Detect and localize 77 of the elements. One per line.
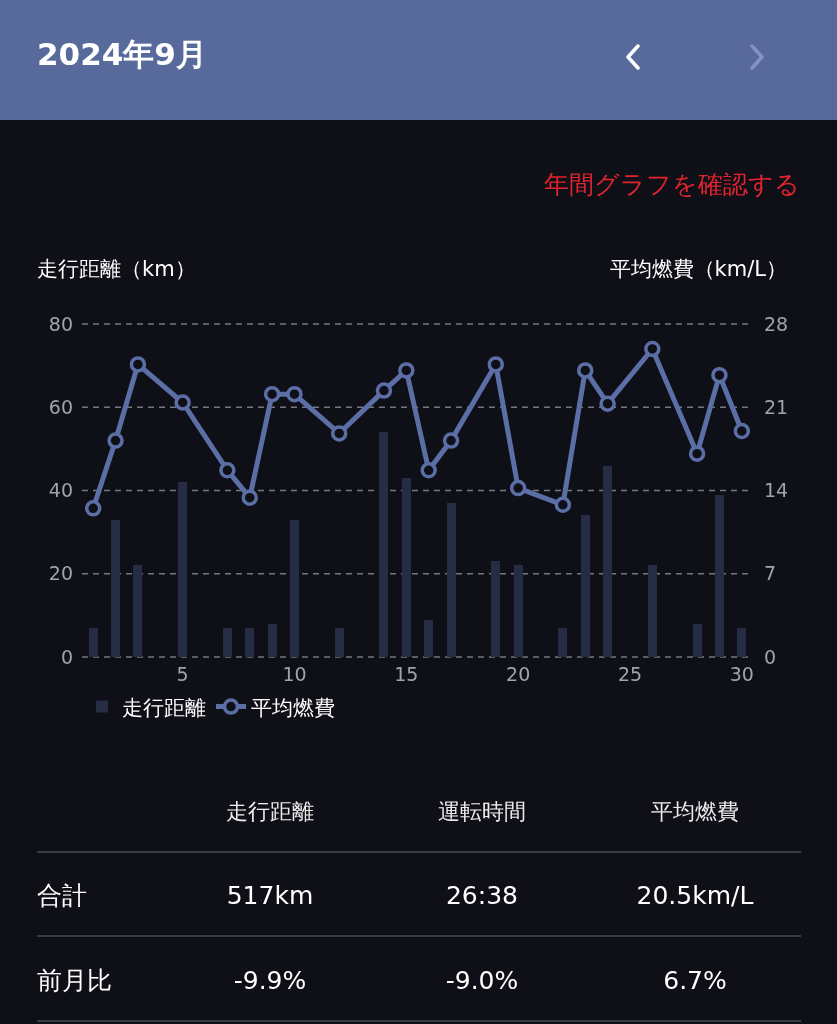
bar [334,627,344,657]
y2-axis-title: 平均燃費（km/L） [609,256,787,283]
legend-label: 平均燃費 [251,695,335,720]
bar [133,565,143,657]
point [398,362,415,379]
point [442,432,460,449]
bar [222,627,232,657]
point [644,340,661,358]
y-tick-label: 20 [48,562,73,585]
bar [88,627,98,657]
point [241,489,258,506]
point [577,362,594,379]
point [509,479,527,497]
y2-tick-label: 21 [764,395,789,418]
x-tick-label: 5 [176,663,189,685]
category-label: 合計 [37,881,87,910]
point [375,382,393,399]
bar [603,465,613,657]
point [174,394,191,411]
text: 20.5km/L [636,881,754,910]
category-label: 平均燃費 [650,798,740,826]
y-axis-title: 走行距離（km） [37,256,196,283]
point [420,462,437,479]
x-tick-label: 25 [617,663,643,685]
bar [491,561,501,657]
text: 517km [226,881,314,910]
text: 6.7% [663,966,727,995]
category-label: 走行距離 [225,798,315,826]
bar [424,619,434,657]
point [263,385,281,403]
point [554,496,572,514]
text: 26:38 [445,881,519,910]
bar [379,432,389,657]
y-tick-label: 80 [48,312,73,335]
y2-tick-label: 7 [764,562,777,585]
bar [513,565,523,657]
x-tick-label: 10 [282,663,307,685]
bar [111,519,121,657]
bar [692,623,702,657]
point [219,462,236,479]
y2-tick-label: 0 [764,645,777,668]
bar [558,627,568,657]
y-tick-label: 40 [48,479,73,502]
bar [714,494,724,657]
point [286,385,303,403]
y-tick-label: 60 [48,395,73,418]
text: -9.0% [445,966,519,995]
bar [401,478,411,657]
bar [290,519,299,657]
bar [446,502,456,657]
bar [245,627,255,657]
bar [267,623,277,657]
point [487,356,505,373]
x-tick-label: 15 [394,663,419,685]
text: -9.9% [233,966,307,995]
category-label: 前月比 [37,966,112,995]
bar [580,515,590,657]
y2-tick-label: 14 [764,479,789,502]
point [330,425,348,442]
bar [178,482,188,657]
point [129,356,147,373]
x-tick-label: 30 [729,663,754,685]
y-tick-label: 0 [60,645,73,668]
point [688,445,706,462]
chart-title: 2024年9月 [37,35,207,74]
bar [647,565,657,657]
text: 年間グラフを確認する [544,169,800,201]
bar [737,627,747,657]
category-label: 運転時間 [437,798,527,826]
point [107,432,124,449]
y2-tick-label: 28 [764,312,789,335]
x-tick-label: 20 [506,663,531,685]
point [733,422,751,440]
point [599,395,616,412]
point [84,500,102,517]
legend-label: 走行距離 [122,695,206,720]
point [711,366,728,384]
